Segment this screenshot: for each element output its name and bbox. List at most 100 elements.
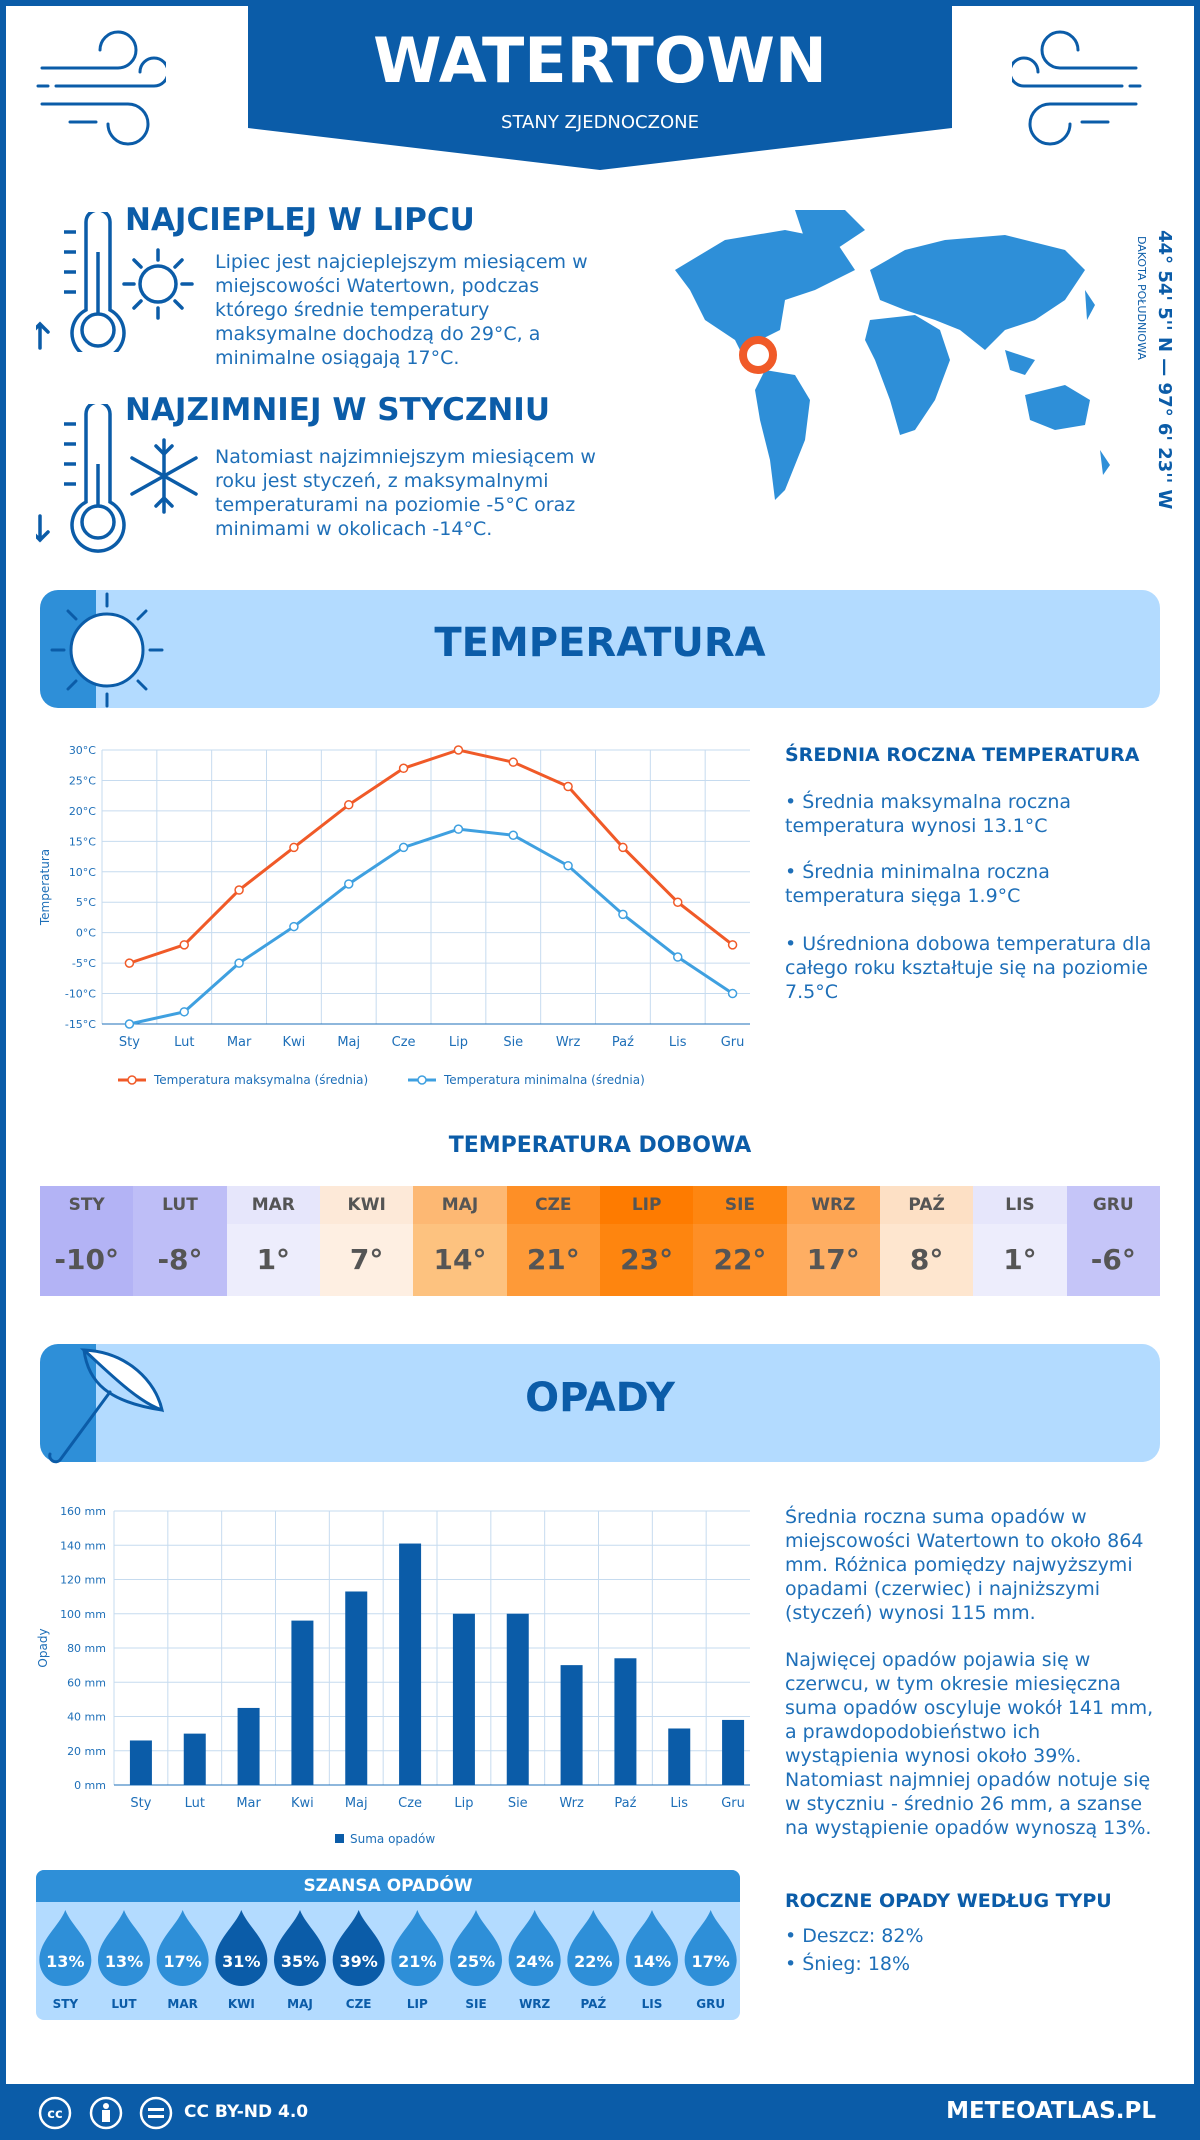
precip-bar (237, 1707, 260, 1785)
site-link[interactable]: METEOATLAS.PL (946, 2098, 1156, 2124)
daily-temp-title: TEMPERATURA DOBOWA (448, 1133, 752, 1158)
data-point (618, 842, 628, 853)
x-tick-label: Mar (227, 1035, 252, 1050)
y-tick-label: 80 mm (67, 1642, 106, 1655)
daily-temp-col: CZE 21° (506, 1186, 600, 1296)
data-point (234, 958, 244, 968)
x-tick-label: Sty (130, 1796, 151, 1811)
by-icon (89, 2096, 123, 2130)
legend-label: Temperatura minimalna (średnia) (443, 1073, 645, 1087)
daily-temp-month: KWI (319, 1186, 414, 1224)
y-tick-label: 120 mm (60, 1574, 106, 1587)
x-tick-label: Sty (119, 1035, 140, 1050)
daily-temp-col: MAJ 14° (413, 1186, 507, 1296)
precip-bar (345, 1591, 368, 1785)
precip-title: OPADY (525, 1375, 675, 1421)
daily-temp-col: LIS 1° (973, 1186, 1067, 1296)
daily-temp-month: PAŹ (879, 1186, 974, 1224)
daily-temp-col: KWI 7° (319, 1186, 414, 1296)
temperature-chart: -15°C -10°C -5°C 0°C 5°C 10°C 15°C 20°C 25°C 30°C… (38, 744, 750, 1087)
precip-type-rain: • Deszcz: 82% (785, 1925, 924, 1947)
precip-text-detail: Najwięcej opadów pojawia się w czerwcu, … (785, 1649, 1154, 1839)
daily-temp-value: 1° (226, 1224, 320, 1296)
data-point (508, 830, 518, 840)
precip-chance-panel: SZANSA OPADÓW 13% STY 13% LUT 17% MAR 31% KWI 35… (36, 1870, 740, 2020)
data-point (618, 909, 628, 920)
daily-temp-col: WRZ 17° (786, 1186, 880, 1296)
series-line (129, 827, 734, 1026)
coldest-title: NAJZIMNIEJ W STYCZNIU (125, 392, 550, 428)
precip-bar (129, 1740, 152, 1785)
precip-bar (560, 1665, 583, 1785)
chance-month: KWI (228, 1997, 255, 2011)
y-tick-label: 20 mm (67, 1745, 106, 1758)
city-title: WATERTOWN (373, 24, 827, 97)
rain-drop-icon (684, 1910, 737, 1986)
chance-value: 17% (164, 1952, 202, 1971)
y-tick-label: -5°C (72, 957, 96, 970)
country-subtitle: STANY ZJEDNOCZONE (501, 112, 699, 133)
rain-drop-icon (450, 1910, 502, 1986)
x-tick-label: Wrz (559, 1796, 584, 1811)
wind-icon (36, 30, 166, 146)
daily-temp-col: SIE 22° (693, 1186, 787, 1296)
data-point (727, 940, 738, 950)
daily-temp-value: 21° (506, 1224, 600, 1296)
umbrella-icon (48, 1348, 165, 1464)
precip-grid (113, 1510, 750, 1786)
precip-type-snow: • Śnieg: 18% (785, 1953, 911, 1975)
temp-stat-avg: • Uśredniona dobowa temperatura dla całe… (785, 933, 1152, 1003)
x-tick-label: Lis (670, 1796, 688, 1811)
daily-temp-month: MAR (226, 1186, 320, 1224)
legend-label: Temperatura maksymalna (średnia) (153, 1073, 368, 1087)
chance-month: STY (53, 1997, 79, 2011)
legend-label: Suma opadów (350, 1832, 435, 1846)
daily-temp-value: 7° (319, 1224, 414, 1296)
y-tick-label: 40 mm (67, 1711, 106, 1724)
daily-temp-month: LIP (599, 1186, 694, 1224)
data-point (124, 1019, 135, 1029)
data-point (453, 745, 464, 755)
chance-month: WRZ (519, 1997, 550, 2011)
chance-month: CZE (346, 1997, 372, 2011)
x-tick-label: Lut (185, 1796, 205, 1811)
rain-drop-icon (39, 1910, 92, 1987)
daily-temp-value: 8° (879, 1224, 974, 1296)
data-point (179, 1007, 189, 1017)
rain-drop-icon (332, 1910, 385, 1986)
data-point (344, 800, 354, 810)
daily-temp-value: -10° (40, 1224, 134, 1296)
rain-drop-icon (626, 1910, 678, 1986)
x-tick-label: Lut (174, 1035, 194, 1050)
precip-type-title: ROCZNE OPADY WEDŁUG TYPU (785, 1890, 1112, 1912)
cc-icon (38, 2096, 72, 2130)
daily-temp-month: MAJ (413, 1186, 507, 1224)
y-tick-label: 25°C (69, 774, 96, 787)
warmest-title: NAJCIEPLEJ W LIPCU (125, 202, 475, 238)
data-point (398, 763, 409, 774)
header-banner (248, 0, 952, 170)
daily-temp-table: STY -10° LUT -8° MAR 1° KWI 7° MAJ 14° CZE 21° LIP 23… (40, 1186, 1160, 1296)
x-tick-label: Maj (337, 1035, 360, 1050)
coordinates-block: 44° 54' 5'' N — 97° 6' 23'' W DAKOTA POŁ… (1132, 230, 1175, 509)
chance-month: SIE (465, 1997, 486, 2011)
precip-banner-accent (40, 1344, 100, 1462)
footer: cc CC BY-ND 4.0 METEOATLAS.PL (0, 2084, 1200, 2140)
daily-temp-col: LUT -8° (133, 1186, 227, 1296)
rain-drop-icon (215, 1910, 268, 1986)
daily-temp-month: GRU (1066, 1186, 1160, 1224)
y-tick-label: -15°C (65, 1018, 96, 1031)
x-tick-label: Lip (449, 1035, 468, 1050)
precip-bar (506, 1613, 529, 1785)
coldest-text: Natomiast najzimniejszym miesiącem w rok… (215, 446, 596, 540)
x-tick-label: Cze (398, 1796, 422, 1811)
precip-bar (722, 1719, 745, 1785)
data-point (234, 885, 244, 895)
daily-temp-value: 23° (599, 1224, 694, 1296)
rain-drop-icon (391, 1910, 444, 1986)
y-tick-label: 30°C (69, 744, 96, 757)
daily-temp-col: LIP 23° (599, 1186, 694, 1296)
daily-temp-month: LUT (133, 1186, 227, 1224)
daily-temp-value: 22° (693, 1224, 787, 1296)
daily-temp-col: PAŹ 8° (879, 1186, 974, 1296)
